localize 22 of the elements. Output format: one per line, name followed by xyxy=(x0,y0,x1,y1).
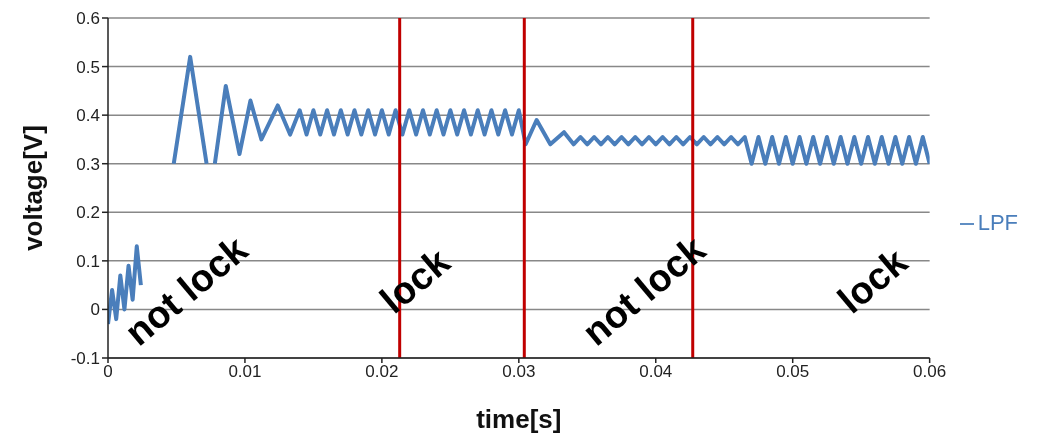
y-axis-title: voltage[V] xyxy=(18,125,49,251)
y-tick-label: 0.3 xyxy=(76,154,100,174)
x-tick-label: 0.05 xyxy=(776,362,810,382)
x-tick-label: 0.03 xyxy=(502,362,536,382)
y-tick-label: -0.1 xyxy=(70,349,100,369)
x-tick-label: 0.04 xyxy=(639,362,673,382)
x-tick-label: 0 xyxy=(103,362,113,382)
y-tick-label: 0.6 xyxy=(76,9,100,29)
y-tick-label: 0 xyxy=(90,300,100,320)
annotation: lock xyxy=(372,239,459,322)
annotation: lock xyxy=(829,239,916,322)
x-tick-label: 0.02 xyxy=(365,362,399,382)
x-axis-title: time[s] xyxy=(476,404,562,434)
annotation: not lock xyxy=(574,227,714,354)
y-tick-label: 0.1 xyxy=(76,251,100,271)
annotation: not lock xyxy=(116,227,257,354)
y-tick-label: 0.2 xyxy=(76,203,100,223)
legend-label: LPF xyxy=(977,210,1018,235)
y-tick-label: 0.4 xyxy=(76,106,100,126)
x-tick-label: 0.06 xyxy=(913,362,947,382)
x-tick-label: 0.01 xyxy=(228,362,262,382)
y-tick-label: 0.5 xyxy=(76,57,100,77)
